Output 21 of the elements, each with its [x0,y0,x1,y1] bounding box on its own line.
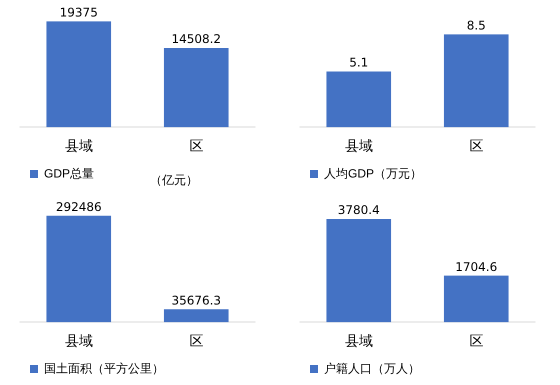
data-label: 5.1 [349,56,368,70]
data-label: 14508.2 [171,32,222,46]
x-tick-label: 县域 [344,332,373,348]
x-tick-label: 区 [469,332,484,348]
text: （亿元） [150,172,198,189]
x-tick-label: 县域 [64,332,93,348]
x-tick-label: 区 [469,137,484,154]
x-tick-label: 区 [189,332,204,348]
legend-label: 户籍人口（万人） [324,361,420,376]
x-tick-label: 县域 [344,137,373,154]
data-label: 35676.3 [171,293,222,308]
data-label: 3780.4 [338,203,380,218]
x-tick-label: 区 [189,137,204,154]
legend-label: 国土面积（平方公里） [44,361,164,376]
data-label: 19375 [60,6,98,20]
data-label: 1704.6 [455,260,498,274]
x-tick-label: 县域 [64,137,93,154]
data-label: 8.5 [466,18,486,33]
legend-label: GDP总量 [44,166,94,180]
data-label: 292486 [56,200,102,214]
legend-label: 人均GDP（万元） [324,166,422,180]
